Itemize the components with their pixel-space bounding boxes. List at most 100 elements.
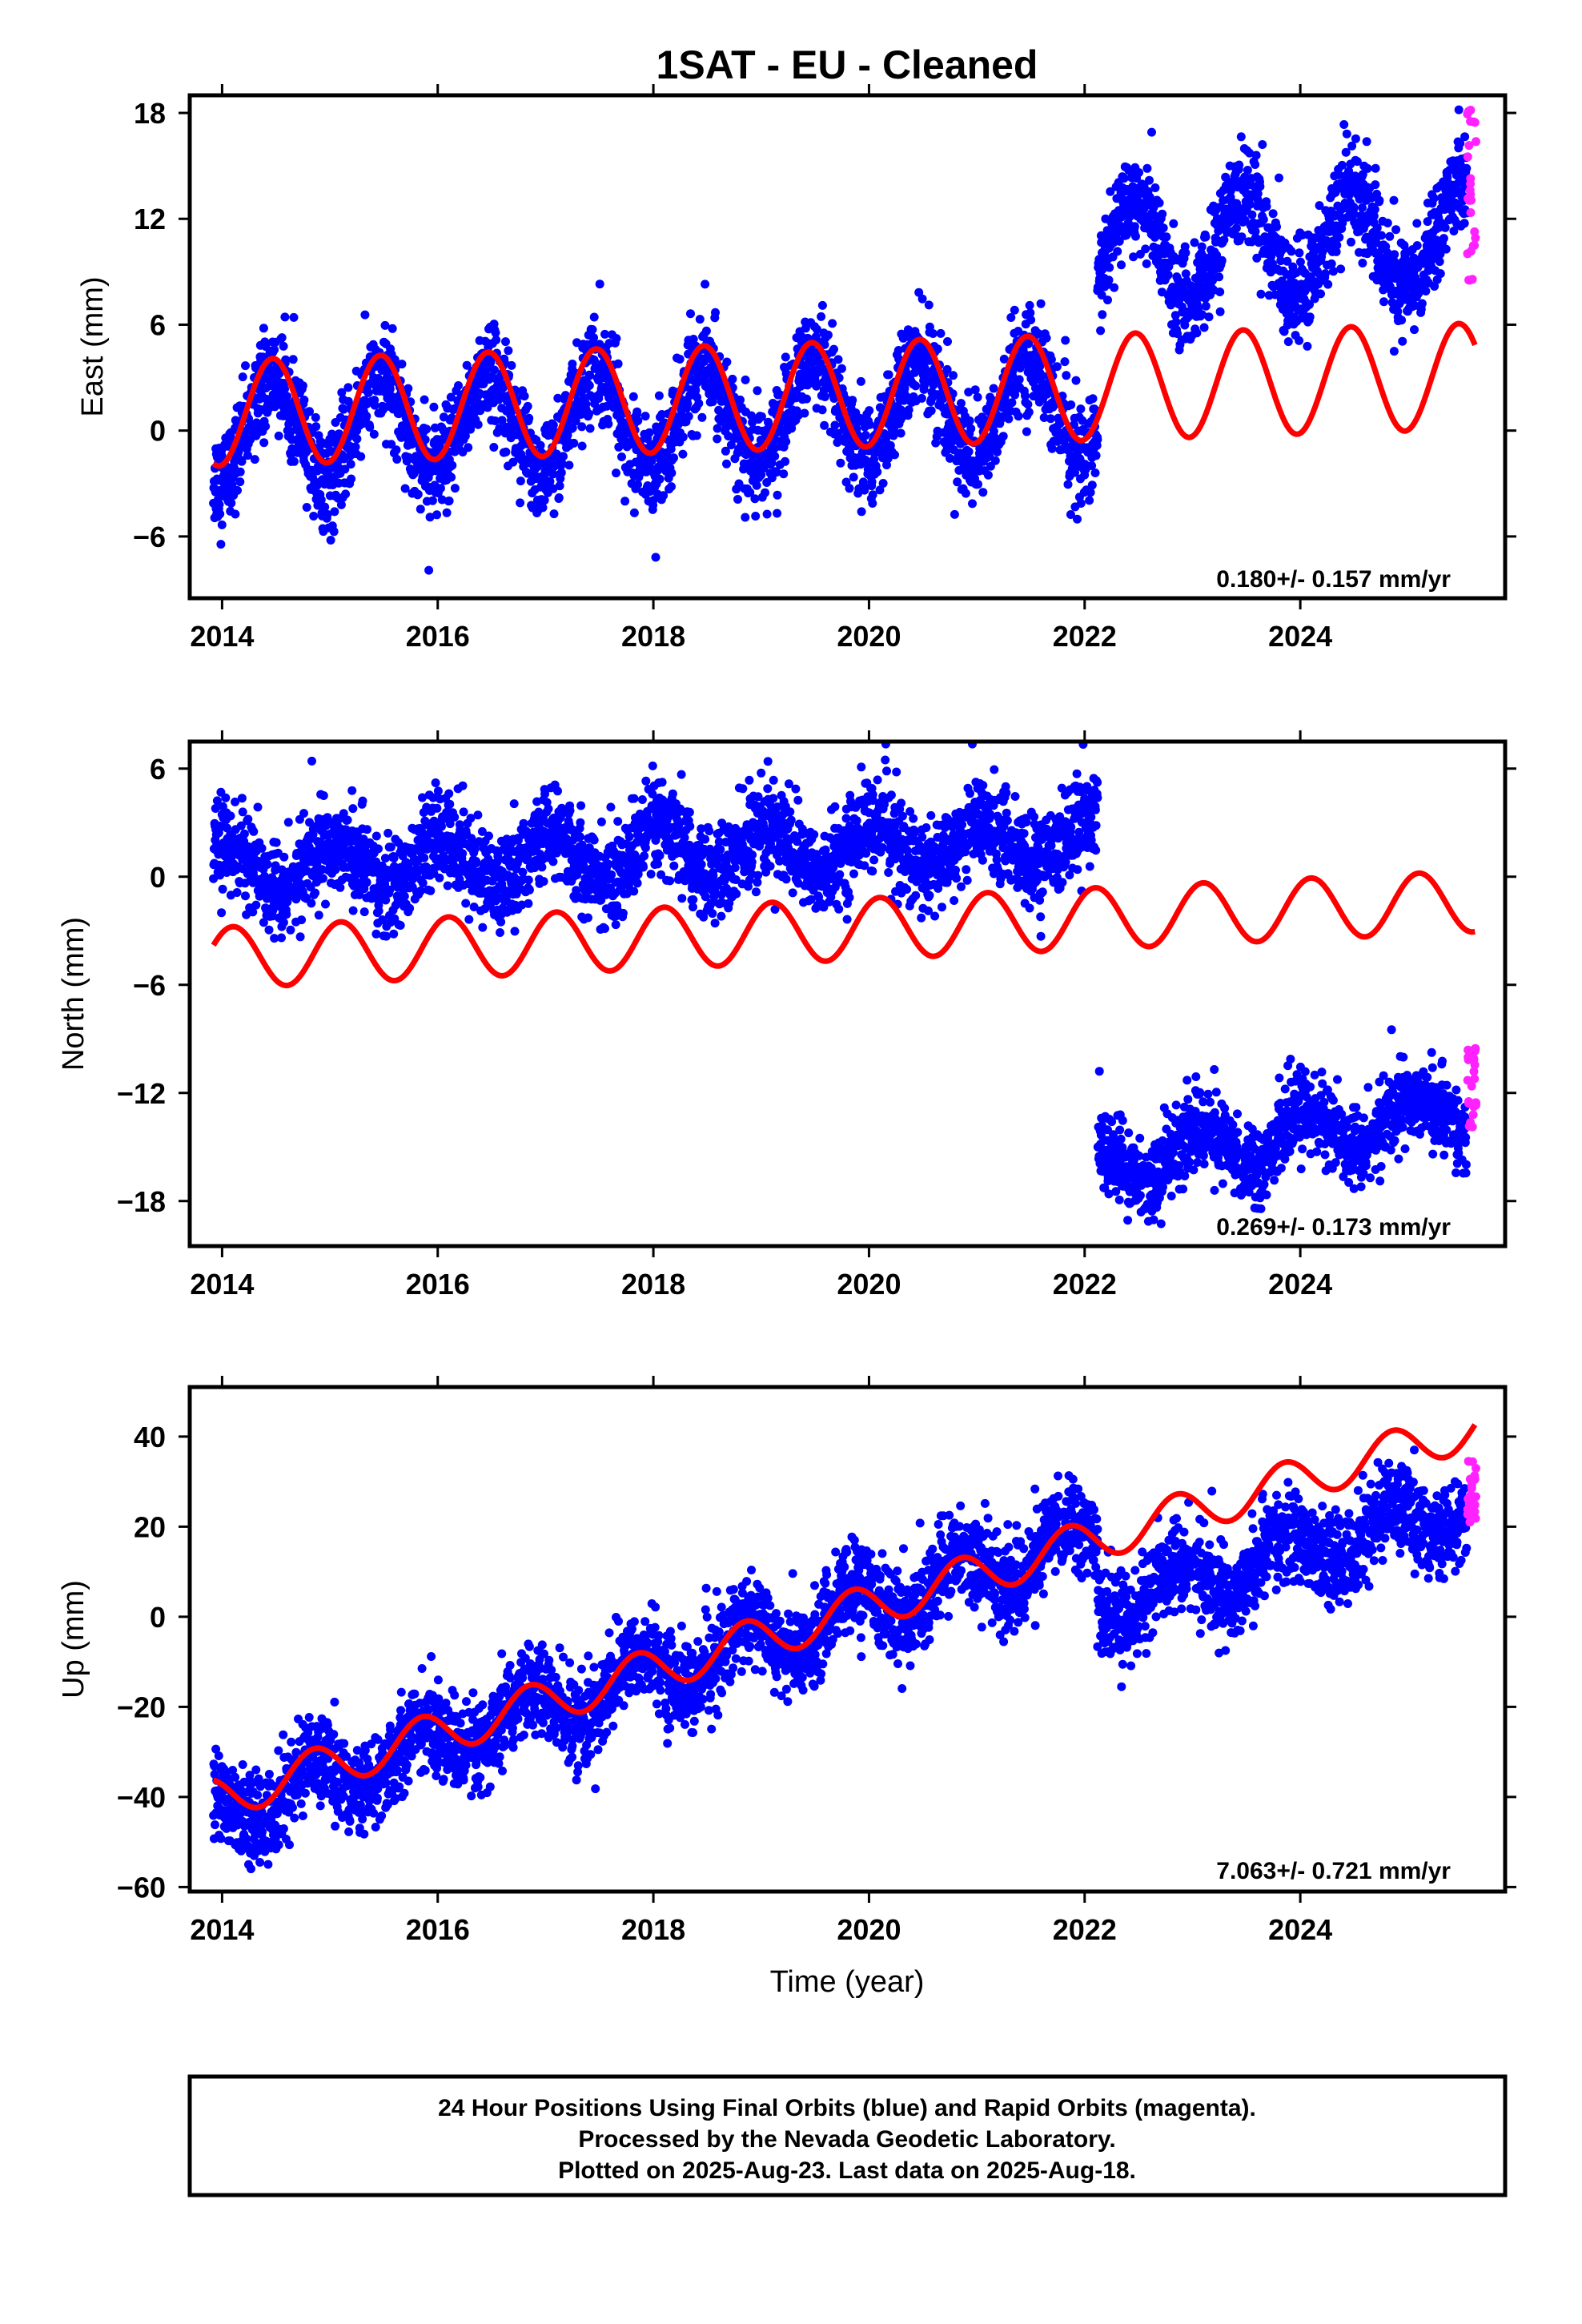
east-final-orbit-point [277, 333, 287, 343]
east-final-orbit-point [1197, 242, 1207, 251]
north-final-orbit-point [257, 843, 267, 853]
north-final-orbit-point [286, 925, 295, 935]
east-final-orbit-point [1093, 435, 1102, 444]
east-final-orbit-point [966, 424, 976, 433]
north-final-orbit-point [374, 907, 383, 915]
east-final-orbit-point [387, 324, 397, 333]
east-final-orbit-point [667, 468, 677, 478]
east-final-orbit-point [849, 472, 858, 482]
east-final-orbit-point [280, 384, 289, 394]
north-final-orbit-point [319, 791, 328, 800]
north-final-orbit-point [383, 828, 393, 838]
east-final-orbit-point [861, 431, 870, 440]
east-final-orbit-point [865, 406, 874, 416]
east-final-orbit-point [227, 498, 236, 508]
east-final-orbit-point [1052, 362, 1062, 372]
east-final-orbit-point [628, 392, 638, 401]
east-final-orbit-point [1255, 182, 1265, 191]
east-final-orbit-point [462, 360, 472, 370]
east-final-orbit-point [1295, 248, 1304, 258]
east-final-orbit-point [347, 474, 356, 484]
east-final-orbit-point [1363, 163, 1372, 173]
east-final-orbit-point [1113, 247, 1122, 256]
east-final-orbit-point [1379, 297, 1388, 307]
north-final-orbit-point [335, 883, 345, 892]
east-final-orbit-point [323, 509, 332, 519]
east-final-orbit-point [270, 345, 279, 355]
east-final-orbit-point [828, 319, 837, 328]
east-final-orbit-point [464, 443, 473, 452]
east-final-orbit-point [1339, 120, 1349, 129]
north-final-orbit-point [371, 929, 381, 939]
east-final-orbit-point [762, 509, 772, 519]
east-final-orbit-point [1162, 232, 1171, 242]
north-final-orbit-point [389, 929, 399, 939]
east-final-orbit-point [424, 565, 434, 575]
east-final-orbit-point [1131, 231, 1140, 241]
east-final-orbit-point [1332, 240, 1342, 250]
north-final-orbit-point [279, 852, 289, 862]
east-final-orbit-point [1147, 127, 1156, 137]
east-final-orbit-point [448, 460, 457, 470]
north-final-orbit-point [295, 932, 305, 942]
east-rapid-orbit-point [1466, 208, 1476, 217]
east-final-orbit-point [884, 370, 893, 380]
east-final-orbit-point [1320, 269, 1330, 279]
east-final-orbit-point [829, 344, 838, 354]
north-final-orbit-point [464, 915, 474, 924]
east-final-orbit-point [320, 502, 330, 512]
east-final-orbit-point [362, 412, 371, 421]
east-final-orbit-point [926, 406, 936, 416]
east-final-orbit-point [633, 416, 643, 425]
east-final-orbit-point [1046, 414, 1055, 424]
east-final-orbit-point [1060, 357, 1070, 367]
east-final-orbit-point [420, 395, 429, 404]
east-final-orbit-point [311, 412, 320, 422]
east-final-orbit-point [978, 488, 988, 497]
east-final-orbit-point [341, 489, 351, 499]
east-final-orbit-point [215, 509, 225, 519]
north-final-orbit-point [319, 874, 327, 883]
east-final-orbit-point [1130, 222, 1139, 231]
east-final-orbit-point [492, 336, 501, 344]
east-final-orbit-point [1134, 168, 1144, 177]
east-final-orbit-point [397, 360, 407, 369]
east-final-orbit-point [1215, 307, 1225, 316]
east-final-orbit-point [1190, 238, 1199, 247]
east-final-orbit-point [1351, 134, 1360, 143]
east-x-tick-label: 2024 [1268, 620, 1332, 653]
east-final-orbit-point [416, 505, 425, 514]
north-final-orbit-point [237, 794, 247, 803]
east-final-orbit-point [781, 352, 790, 362]
east-y-tick-label: −6 [133, 521, 166, 553]
east-y-tick-label: 12 [134, 203, 166, 235]
north-final-orbit-point [443, 881, 452, 891]
east-x-tick-label: 2022 [1053, 620, 1117, 653]
east-final-orbit-point [1259, 215, 1268, 224]
east-final-orbit-point [781, 436, 791, 446]
east-final-orbit-point [1104, 275, 1114, 285]
north-final-orbit-point [253, 802, 263, 812]
east-final-orbit-point [1215, 272, 1224, 282]
east-final-orbit-point [446, 392, 456, 402]
east-final-orbit-point [351, 442, 360, 452]
north-final-orbit-point [347, 786, 357, 795]
east-final-orbit-point [953, 477, 962, 487]
east-final-orbit-point [1090, 468, 1100, 477]
east-final-orbit-point [425, 513, 435, 522]
east-final-orbit-point [235, 467, 245, 476]
east-final-orbit-point [1086, 488, 1095, 497]
north-final-orbit-point [432, 803, 442, 813]
east-final-orbit-point [667, 482, 676, 492]
east-final-orbit-point [990, 456, 1000, 465]
east-velocity-label: 0.180+/- 0.157 mm/yr [1216, 566, 1451, 593]
east-final-orbit-point [1201, 232, 1211, 242]
east-final-orbit-point [1342, 129, 1351, 139]
east-final-orbit-point [950, 509, 959, 519]
east-final-orbit-point [1231, 223, 1241, 233]
east-final-orbit-point [1201, 301, 1211, 311]
north-final-orbit-point [307, 756, 316, 766]
east-final-orbit-point [1247, 210, 1257, 219]
east-final-orbit-point [612, 334, 621, 344]
north-final-orbit-point [358, 796, 367, 806]
